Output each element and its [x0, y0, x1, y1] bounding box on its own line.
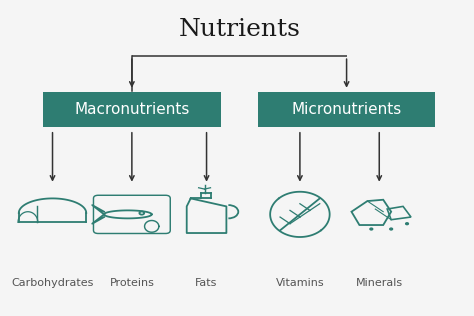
Bar	[43, 92, 220, 127]
Text: Micronutrients: Micronutrients	[292, 102, 401, 117]
Bar	[258, 92, 435, 127]
Text: Macronutrients: Macronutrients	[74, 102, 190, 117]
Circle shape	[370, 228, 373, 230]
Text: Proteins: Proteins	[109, 278, 155, 288]
Circle shape	[390, 228, 392, 230]
Text: Fats: Fats	[195, 278, 218, 288]
Text: Carbohydrates: Carbohydrates	[11, 278, 94, 288]
Text: Vitamins: Vitamins	[275, 278, 324, 288]
Circle shape	[406, 223, 409, 225]
Text: Minerals: Minerals	[356, 278, 403, 288]
Text: Nutrients: Nutrients	[178, 18, 300, 41]
